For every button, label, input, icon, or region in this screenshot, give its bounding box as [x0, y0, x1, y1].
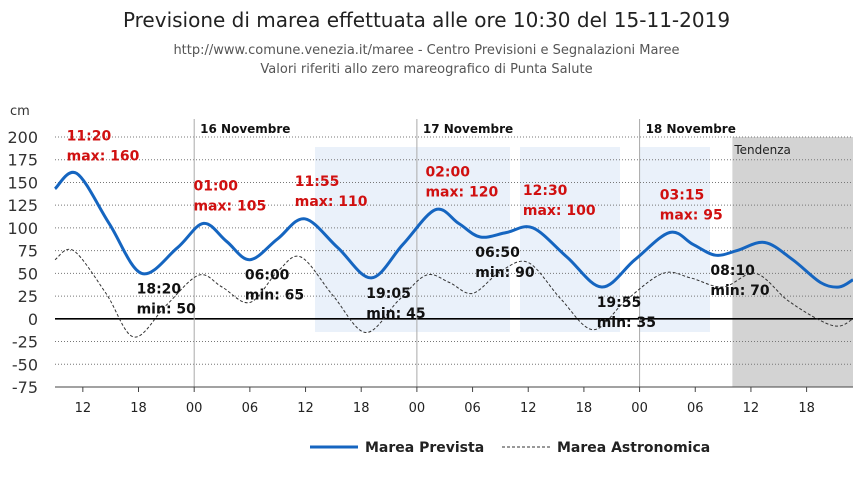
day-label: 16 Novembre	[200, 122, 290, 136]
extreme-time-label: 18:20	[137, 281, 182, 297]
trend-band	[732, 137, 853, 387]
extreme-time-label: 02:00	[425, 165, 470, 181]
y-tick-label: 75	[18, 242, 38, 261]
source-line: http://www.comune.venezia.it/maree - Cen…	[173, 43, 680, 58]
extreme-value-label: max: 160	[67, 148, 140, 164]
extreme-time-label: 19:55	[597, 295, 642, 311]
x-tick-label: 18	[798, 401, 815, 416]
y-tick-label: 50	[18, 264, 38, 283]
y-tick-label: 25	[18, 287, 38, 306]
y-tick-label: 200	[7, 128, 38, 147]
extreme-value-label: min: 70	[710, 283, 770, 299]
extreme-value-label: max: 105	[193, 198, 266, 214]
x-tick-label: 18	[130, 401, 147, 416]
extreme-value-label: min: 35	[597, 315, 656, 331]
extreme-value-label: max: 120	[425, 185, 498, 201]
extreme-value-label: min: 45	[366, 306, 425, 322]
extreme-value-label: min: 50	[137, 301, 197, 317]
x-tick-label: 00	[409, 401, 426, 416]
extreme-time-label: 08:10	[710, 263, 755, 279]
watermark-block	[315, 147, 510, 332]
extreme-time-label: 12:30	[523, 183, 568, 199]
extreme-time-label: 06:50	[475, 245, 520, 261]
x-tick-label: 06	[687, 401, 704, 416]
x-tick-label: 00	[631, 401, 648, 416]
y-tick-label: -25	[12, 333, 38, 352]
x-tick-label: 12	[520, 401, 537, 416]
extreme-time-label: 11:55	[295, 174, 340, 190]
watermark-block	[640, 147, 710, 332]
x-tick-label: 12	[75, 401, 92, 416]
chart-title: Previsione di marea effettuata alle ore …	[122, 8, 731, 32]
extreme-value-label: max: 110	[295, 194, 368, 210]
extreme-time-label: 06:00	[245, 268, 290, 284]
watermark-block	[520, 147, 620, 332]
day-label: 17 Novembre	[423, 122, 513, 136]
extreme-time-label: 11:20	[67, 128, 112, 144]
legend-label-marea-astronomica: Marea Astronomica	[557, 440, 710, 456]
y-tick-label: -50	[12, 355, 38, 374]
y-tick-label: 100	[7, 219, 38, 238]
extreme-time-label: 19:05	[366, 286, 411, 302]
reference-line: Valori riferiti allo zero mareografico d…	[260, 62, 593, 77]
extreme-value-label: min: 90	[475, 265, 535, 281]
extreme-time-label: 01:00	[193, 178, 238, 194]
extreme-time-label: 03:15	[660, 187, 705, 203]
x-tick-label: 06	[242, 401, 259, 416]
trend-label: Tendenza	[733, 143, 791, 157]
extreme-value-label: max: 100	[523, 203, 596, 219]
y-tick-label: 175	[7, 151, 38, 170]
y-tick-label: 150	[7, 173, 38, 192]
y-axis-unit: cm	[10, 104, 30, 119]
x-tick-label: 00	[186, 401, 203, 416]
day-label: 18 Novembre	[646, 122, 736, 136]
y-tick-label: 125	[7, 196, 38, 215]
extreme-value-label: min: 65	[245, 288, 304, 304]
x-tick-label: 06	[464, 401, 481, 416]
legend-label-marea-prevista: Marea Prevista	[365, 440, 484, 456]
x-tick-label: 18	[353, 401, 370, 416]
extreme-value-label: max: 95	[660, 207, 723, 223]
series-line-marea-astronomica	[54, 248, 853, 338]
series-line-marea-prevista	[53, 170, 853, 289]
x-tick-label: 18	[576, 401, 593, 416]
x-tick-label: 12	[297, 401, 314, 416]
x-tick-label: 12	[743, 401, 760, 416]
y-tick-label: 0	[28, 310, 38, 329]
y-tick-label: -75	[12, 378, 38, 397]
